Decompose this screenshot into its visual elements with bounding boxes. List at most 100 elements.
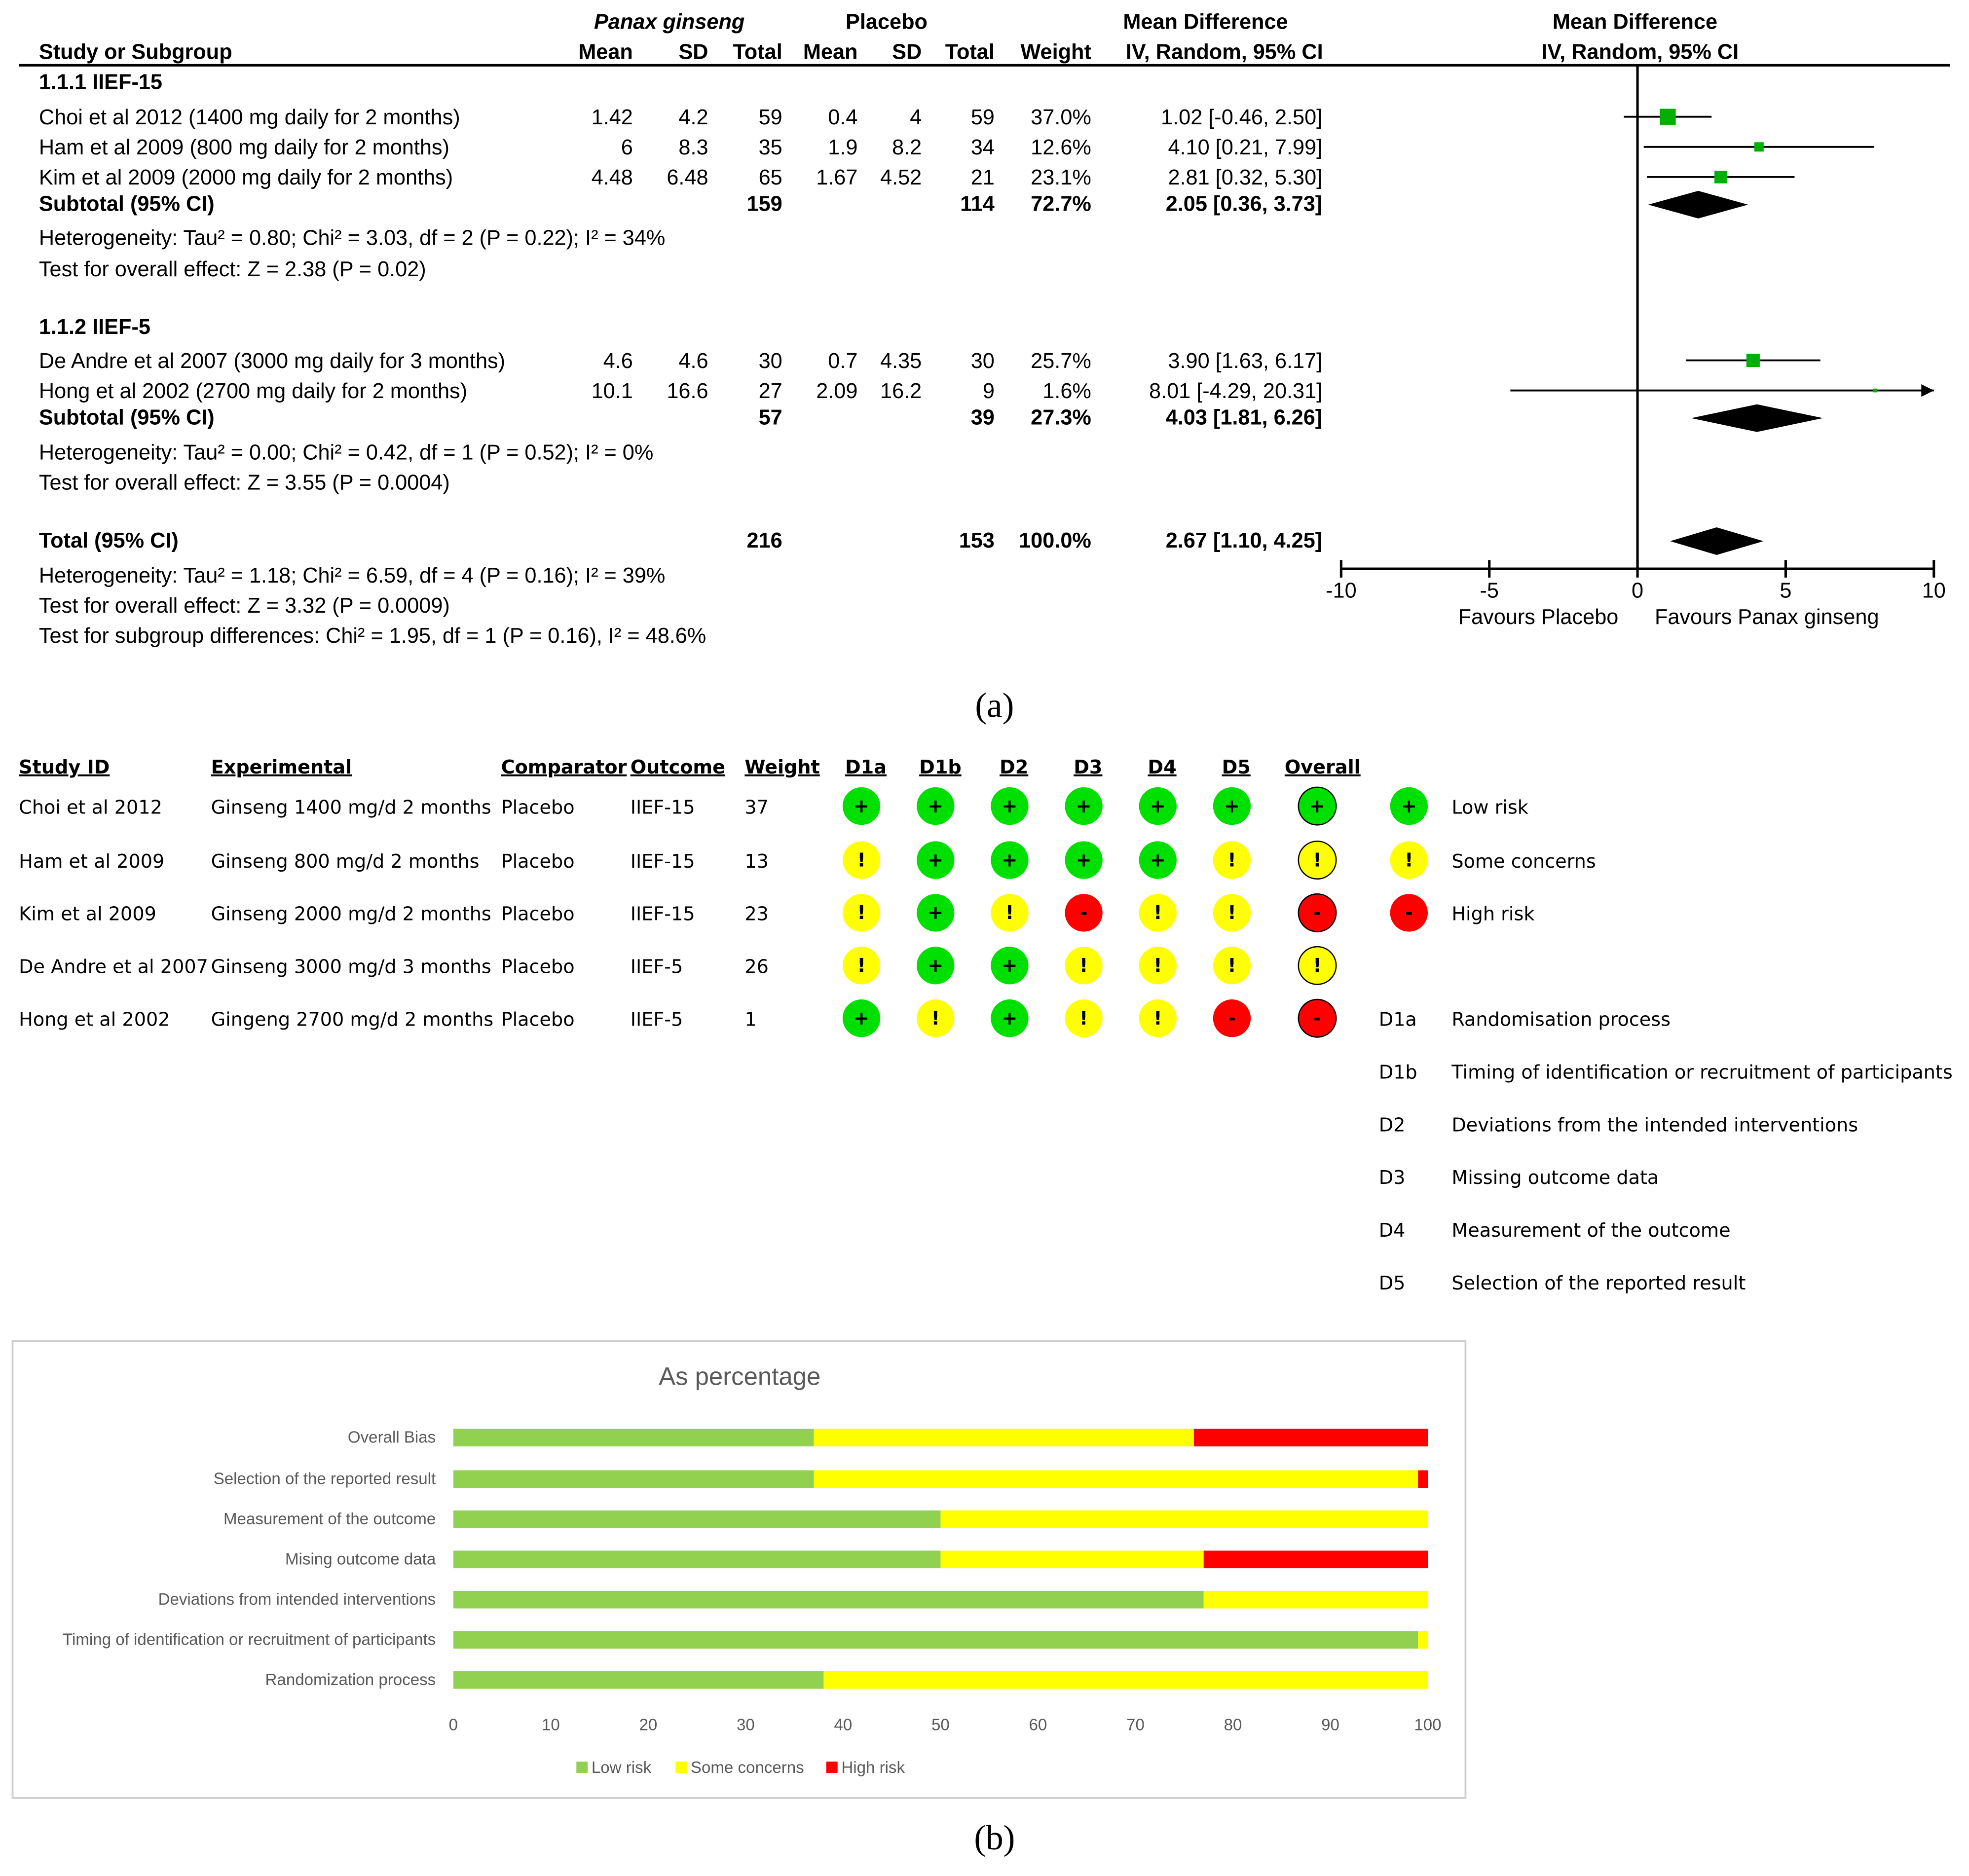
rob-judgement-some: [1065, 947, 1103, 985]
rob-judgement-low: [1139, 787, 1177, 825]
rob-weight: 26: [744, 956, 769, 978]
rob-judgement-some: [842, 894, 881, 932]
forest-rows: 1.1.1 IIEF-15 Choi et al 2012 (1400 mg da…: [39, 71, 1322, 648]
rob-judgement-symbol: +: [928, 955, 943, 977]
rob-header: D4: [1148, 757, 1176, 778]
study-row: Hong et al 2002 (2700 mg daily for 2 mon…: [39, 379, 1322, 403]
rob-judgement-symbol: !: [857, 849, 865, 871]
rob-judgement-symbol: -: [1313, 902, 1321, 924]
rob-study: Hong et al 2002: [19, 1009, 170, 1031]
study-weight: 37.0%: [1031, 106, 1091, 129]
bar-segment-low-risk: [453, 1671, 824, 1689]
rob-judgement-symbol: +: [1076, 849, 1092, 871]
rob-judgement-symbol: -: [1313, 1008, 1321, 1030]
bar-segment-low-risk: [453, 1429, 814, 1447]
rob-judgement-low: [991, 787, 1029, 825]
total-row-n1: 216: [747, 529, 782, 552]
axis-tick-label: -5: [1480, 579, 1498, 603]
study-n1: 30: [759, 349, 782, 373]
subtotal-row-label: Subtotal (95% CI): [39, 405, 215, 429]
forest-plot-area: -10 -5 0 5 10 Favours Placebo Favours Panax …: [1326, 65, 1946, 629]
rob-comparator: Placebo: [501, 797, 575, 818]
rob-study: De Andre et al 2007: [19, 956, 208, 978]
study-name: Choi et al 2012 (1400 mg daily for 2 mon…: [39, 106, 460, 129]
rob-weight: 13: [744, 851, 769, 873]
rob-judgement-symbol: !: [857, 902, 865, 924]
chart-legend: Low risk Some concerns High risk: [576, 1759, 905, 1777]
rob-legend-symbol: +: [1401, 796, 1417, 817]
study-weight: 25.7%: [1031, 349, 1091, 373]
favours-left-label: Favours Placebo: [1458, 605, 1619, 629]
total-row-diamond: [1670, 527, 1764, 555]
subgroup-title: 1.1.1 IIEF-15: [39, 71, 162, 94]
x-tick-label: 50: [931, 1716, 950, 1734]
subtotal-row-diamond: [1648, 190, 1748, 219]
chart-bars: [453, 1429, 1428, 1689]
header-mean-exp: Mean: [578, 40, 633, 64]
rob-judgement-some: [1139, 947, 1177, 985]
rob-comparator: Placebo: [501, 904, 575, 925]
rob-legend-swatch: [1390, 841, 1428, 879]
rob-judgement-some: [1139, 894, 1177, 932]
study-n2: 59: [971, 106, 995, 129]
study-ci: 4.10 [0.21, 7.99]: [1168, 136, 1322, 159]
header-mean-ctl: Mean: [803, 40, 858, 64]
subtotal-row: Subtotal (95% CI) 57 39 27.3% 4.03 [1.81, 6.…: [39, 405, 1322, 429]
study-m1: 4.6: [603, 349, 633, 373]
rob-judgement-low: [917, 787, 955, 825]
total-row-n2: 153: [959, 529, 995, 552]
panel-label-b: (b): [974, 1818, 1015, 1857]
legend-label: High risk: [841, 1759, 905, 1777]
study-row: Choi et al 2012 (1400 mg daily for 2 mon…: [39, 106, 1322, 129]
rob-judgement-symbol: !: [1153, 902, 1162, 924]
study-m1: 1.42: [592, 106, 633, 129]
rob-header: D5: [1222, 757, 1251, 778]
point-estimate: [1873, 388, 1877, 393]
bar-segment-low-risk: [453, 1550, 941, 1569]
rob-experimental: Ginseng 3000 mg/d 3 months: [211, 956, 491, 978]
rob-judgement-some: [1298, 946, 1337, 985]
header-plot-md-method: IV, Random, 95% CI: [1541, 40, 1739, 64]
rob-weight: 23: [744, 904, 769, 925]
subgroup-difference-text: Test for subgroup differences: Chi² = 1.…: [39, 624, 706, 648]
study-weight: 12.6%: [1031, 136, 1091, 159]
total-row-label: Total (95% CI): [39, 529, 179, 552]
rob-judgement-symbol: -: [1080, 902, 1088, 924]
header-md-method: IV, Random, 95% CI: [1126, 40, 1323, 64]
study-ci: 1.02 [-0.46, 2.50]: [1161, 106, 1322, 129]
rob-judgement-some: [842, 841, 881, 879]
rob-outcome: IIEF-5: [631, 956, 683, 978]
subtotal-row-n1: 159: [747, 192, 782, 216]
favours-right-label: Favours Panax ginseng: [1655, 605, 1879, 629]
subtotal-row-n2: 39: [971, 405, 995, 429]
rob-judgement-symbol: !: [1079, 1008, 1088, 1030]
x-tick-label: 70: [1126, 1716, 1145, 1734]
subtotal-row-weight: 72.7%: [1031, 192, 1091, 216]
rob-judgement-low: [1298, 786, 1337, 826]
rob-domain-label: Timing of identification or recruitment …: [1451, 1062, 1952, 1083]
header-plot-mean-difference: Mean Difference: [1553, 10, 1717, 34]
point-estimate: [1754, 142, 1764, 152]
study-name: De Andre et al 2007 (3000 mg daily for 3…: [39, 349, 505, 373]
category-label: Randomization process: [265, 1671, 436, 1689]
rob-domain-label: Missing outcome data: [1451, 1167, 1659, 1189]
x-tick-label: 20: [639, 1716, 657, 1734]
rob-comparator: Placebo: [501, 1009, 575, 1031]
header-sd-ctl: SD: [892, 40, 922, 64]
rob-judgement-low: [917, 894, 955, 932]
rob-judgement-symbol: !: [931, 1008, 940, 1030]
study-sd2: 4.35: [880, 349, 922, 373]
rob-judgement-symbol: !: [1153, 955, 1162, 977]
study-row: De Andre et al 2007 (3000 mg daily for 3…: [39, 349, 1322, 373]
rob-comparator: Placebo: [501, 956, 575, 978]
study-n1: 65: [759, 166, 782, 189]
rob-judgement-symbol: !: [1227, 955, 1236, 977]
x-tick-label: 10: [542, 1716, 560, 1734]
rob-judgement-high: [1298, 893, 1337, 932]
legend-swatch: [675, 1762, 687, 1773]
study-weight: 1.6%: [1042, 379, 1091, 403]
legend-label: Low risk: [592, 1759, 652, 1777]
study-n2: 9: [983, 379, 995, 403]
study-n2: 30: [971, 349, 995, 373]
rob-judgement-symbol: +: [928, 902, 943, 924]
